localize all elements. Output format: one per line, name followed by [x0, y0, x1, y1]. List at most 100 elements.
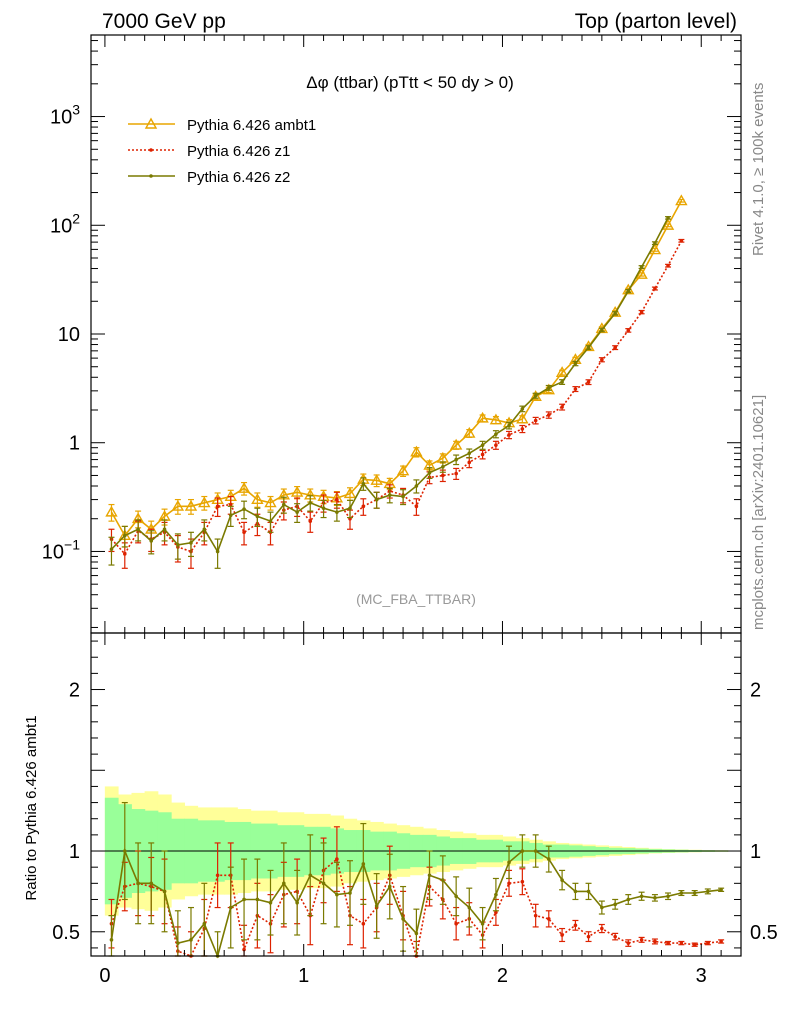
ratio-point	[679, 941, 684, 945]
ratio-point	[692, 891, 697, 895]
ratio-point	[282, 881, 286, 886]
data-point	[480, 452, 485, 457]
data-point	[370, 474, 383, 485]
data-point	[555, 366, 569, 378]
ratio-point	[533, 849, 538, 853]
ratio-plot-frame	[90, 632, 742, 957]
ratio-point	[189, 938, 193, 942]
ratio-point	[162, 889, 167, 894]
data-point	[529, 390, 542, 401]
data-point	[105, 505, 118, 517]
legend-marker	[144, 117, 158, 129]
data-point	[441, 473, 445, 478]
ratio-point	[480, 921, 485, 926]
data-point	[613, 345, 617, 350]
ratio-point	[387, 884, 392, 889]
series-2	[108, 216, 672, 569]
data-point	[414, 484, 419, 488]
y-tick-label: 10−1	[42, 536, 80, 563]
ratio-point	[626, 897, 631, 902]
ratio-y-axis-label: Ratio to Pythia 6.426 ambt1	[23, 715, 40, 900]
header-left-title: 7000 GeV pp	[102, 10, 226, 33]
ratio-point	[560, 933, 564, 937]
data-point	[626, 289, 631, 293]
data-point	[494, 432, 498, 436]
data-point	[189, 541, 193, 545]
ratio-point	[494, 910, 498, 915]
data-point	[467, 451, 472, 456]
data-point	[666, 216, 670, 220]
data-point	[202, 527, 207, 532]
data-point	[560, 405, 564, 409]
mcplots-label: mcplots.cern.ch [arXiv:2401.10621]	[750, 395, 767, 630]
ratio-point	[719, 887, 723, 892]
series-line	[110, 240, 683, 556]
ratio-point	[520, 879, 525, 884]
legend-label: Pythia 6.426 z1	[187, 143, 290, 160]
data-point	[122, 552, 127, 556]
data-point	[335, 497, 339, 502]
x-tick-label: 1	[298, 965, 309, 987]
ratio-point	[308, 873, 313, 878]
data-point	[467, 460, 472, 465]
ratio-point	[321, 881, 326, 886]
ratio-point	[335, 892, 339, 897]
data-point	[586, 380, 591, 384]
data-point	[533, 418, 538, 423]
ratio-point	[467, 905, 472, 910]
data-point	[454, 457, 458, 462]
series-line	[110, 200, 683, 538]
data-point	[494, 443, 498, 447]
data-point	[516, 412, 529, 424]
data-point	[162, 527, 167, 532]
legend-label: Pythia 6.426 ambt1	[187, 117, 316, 134]
data-point	[639, 310, 644, 314]
data-point	[679, 238, 684, 243]
data-point	[586, 345, 591, 350]
data-point	[546, 386, 551, 390]
ratio-y-tick-label-left: 2	[69, 680, 80, 702]
ratio-point	[666, 894, 670, 899]
x-tick-label: 3	[696, 965, 707, 987]
data-point	[255, 514, 260, 519]
data-point	[122, 533, 127, 538]
data-point	[361, 481, 366, 486]
ratio-point	[255, 897, 260, 902]
ratio-point	[600, 926, 604, 931]
data-point	[573, 361, 578, 366]
y-tick-label: 102	[50, 210, 80, 237]
legend: Pythia 6.426 ambt1 Pythia 6.426 z1 Pythia …	[128, 117, 316, 186]
ratio-point	[560, 878, 564, 882]
ratio-point	[454, 921, 458, 926]
data-point	[507, 433, 511, 437]
data-point	[290, 485, 304, 497]
series-1	[108, 238, 685, 569]
ratio-point	[520, 849, 525, 853]
data-point	[520, 427, 525, 431]
data-point	[441, 465, 445, 469]
ratio-point	[666, 941, 670, 945]
data-point	[507, 423, 511, 428]
analysis-watermark: (MC_FBA_TTBAR)	[356, 591, 476, 607]
data-point	[600, 357, 604, 362]
data-point	[321, 506, 326, 510]
ratio-y-tick-label-right: 1	[750, 841, 761, 863]
ratio-point	[586, 889, 591, 894]
data-point	[237, 482, 251, 493]
ratio-point	[122, 849, 127, 853]
ratio-point	[507, 881, 511, 886]
ratio-point	[215, 873, 220, 878]
rivet-version-label: Rivet 4.1.0, ≥ 100k events	[750, 83, 767, 256]
data-point	[374, 497, 379, 502]
ratio-y-tick-label-right: 2	[750, 680, 761, 702]
legend-marker	[149, 174, 153, 178]
data-point	[661, 218, 675, 230]
data-point	[520, 407, 525, 411]
ratio-point	[176, 941, 180, 945]
data-point	[410, 445, 423, 457]
data-point	[215, 549, 220, 554]
data-point	[675, 194, 688, 206]
data-point	[308, 501, 313, 505]
